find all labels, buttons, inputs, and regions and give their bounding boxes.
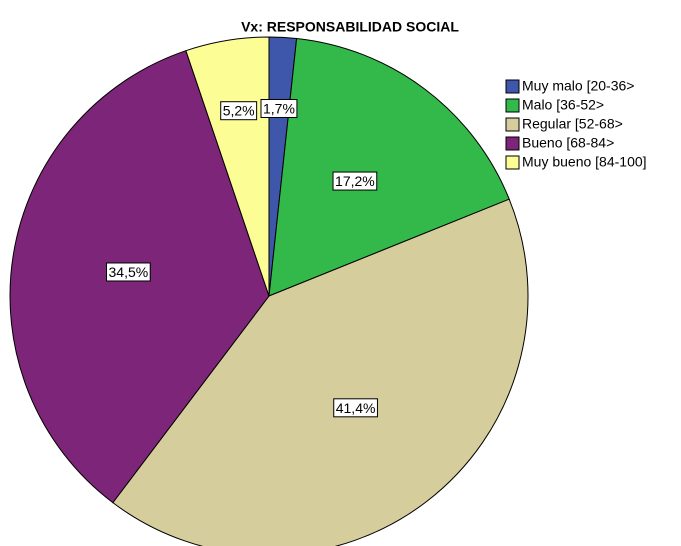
legend-swatch (505, 98, 520, 113)
value-label: 41,4% (336, 400, 376, 416)
chart-title: Vx: RESPONSABILIDAD SOCIAL (241, 19, 459, 35)
value-label-box (220, 101, 258, 121)
pie-slice (112, 198, 529, 546)
pie-slice (268, 37, 510, 297)
legend-swatch (505, 155, 520, 170)
legend-swatch (505, 136, 520, 151)
legend-swatch (505, 79, 520, 94)
legend-label: Regular [52-68> (522, 116, 623, 132)
legend-swatch (505, 117, 520, 132)
value-label: 34,5% (109, 264, 149, 280)
value-label: 17,2% (335, 173, 375, 189)
legend-label: Muy malo [20-36> (522, 78, 634, 94)
value-label: 5,2% (223, 103, 255, 119)
value-label-box (333, 398, 378, 418)
legend-label: Muy bueno [84-100] (522, 154, 647, 170)
value-label-box (106, 262, 151, 282)
value-label-box (332, 171, 378, 191)
legend-label: Malo [36-52> (522, 97, 604, 113)
value-label: 1,7% (263, 100, 295, 116)
legend-label: Bueno [68-84> (522, 135, 614, 151)
value-label-box (260, 98, 298, 118)
